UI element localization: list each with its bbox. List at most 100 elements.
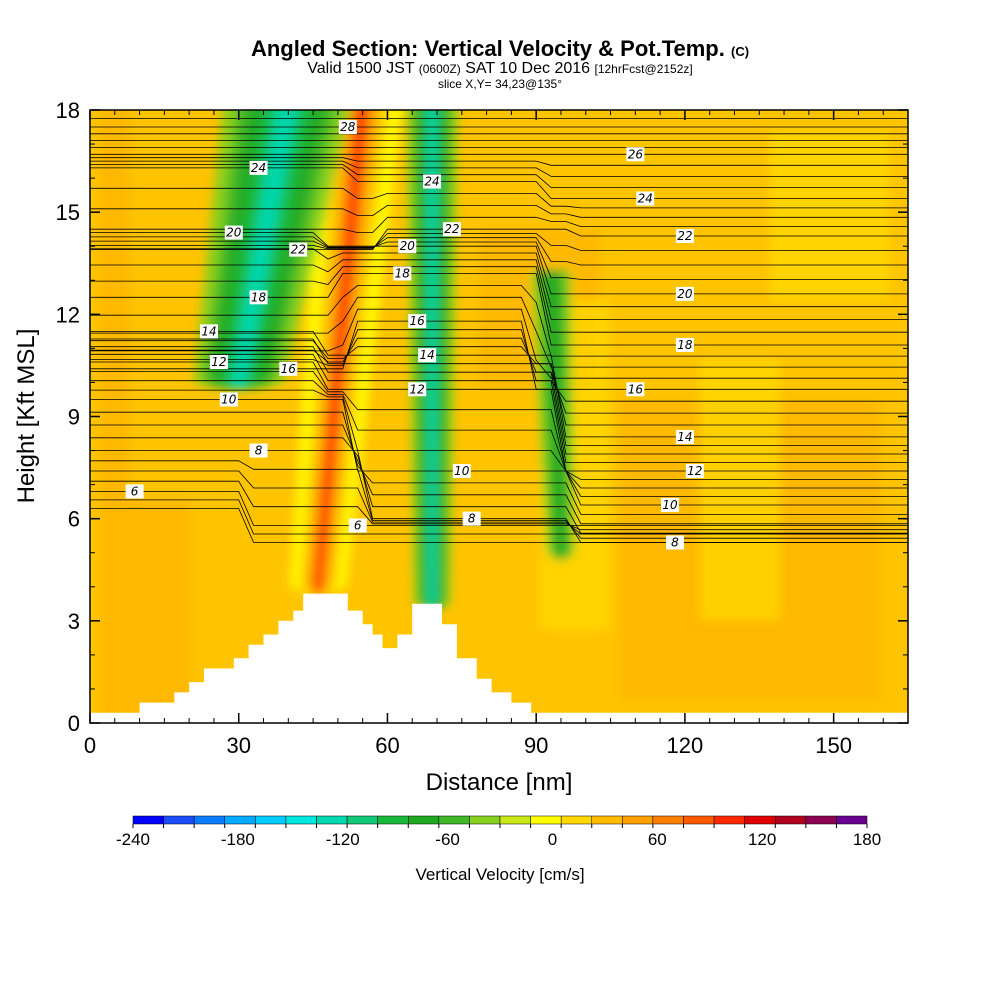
- isentrope-label: 22: [677, 229, 692, 243]
- colorbar: -240 -180 -120 -60 0 60 120 180: [116, 815, 881, 849]
- isentrope-label-bg: [125, 484, 144, 499]
- colorbar-swatch: [408, 815, 440, 825]
- isentrope-label: 14: [419, 348, 434, 362]
- colorbar-swatch: [193, 815, 226, 825]
- isentrope-label: 8: [671, 536, 679, 550]
- isentrope-line: [90, 273, 908, 346]
- y-axis-label: Height [Kft MSL]: [13, 329, 40, 504]
- terrain: [90, 593, 908, 723]
- colorbar-swatch: [805, 815, 837, 825]
- isentrope-label-bg: [661, 498, 680, 513]
- x-tick-label: 120: [667, 733, 704, 758]
- isentrope-line: [90, 460, 908, 539]
- isentrope-label-bg: [219, 392, 238, 407]
- isentrope-line: [90, 228, 908, 250]
- y-tick-label: 9: [68, 405, 80, 430]
- isentrope-line: [90, 480, 908, 531]
- isentrope-label: 20: [226, 226, 242, 240]
- x-tick-label: 0: [84, 733, 96, 758]
- isentrope-label: 22: [444, 222, 459, 236]
- colorbar-swatch: [836, 815, 868, 825]
- isentrope-label: 8: [255, 444, 263, 458]
- isentrope-label-bg: [279, 361, 298, 376]
- x-tick-label: 30: [226, 733, 250, 758]
- colorbar-swatch: [560, 815, 593, 825]
- axes: 0 30 60 90 120 150 0 3 6 9 12 15 18: [56, 98, 909, 758]
- colorbar-tick-label: 120: [748, 830, 776, 849]
- colorbar-tick-label: -120: [326, 830, 360, 849]
- y-tick-label: 18: [56, 98, 80, 123]
- colorbar-label: Vertical Velocity [cm/s]: [415, 865, 584, 884]
- isentrope-label: 20: [677, 287, 693, 301]
- isentrope-line: [90, 338, 908, 446]
- x-tick-label: 60: [375, 733, 399, 758]
- colorbar-swatch: [652, 815, 684, 825]
- colorbar-tick-label: 180: [853, 830, 881, 849]
- isentrope-line: [90, 491, 908, 526]
- isentrope-line: [90, 187, 908, 209]
- isentrope-line: [90, 340, 908, 426]
- isentrope-line: [90, 380, 908, 489]
- isentrope-line: [90, 237, 908, 266]
- y-tick-label: 0: [68, 711, 80, 736]
- isentrope-label-bg: [442, 222, 461, 237]
- isentrope-line: [90, 160, 908, 177]
- colorbar-tick-label: 60: [648, 830, 667, 849]
- isentrope-line: [90, 470, 908, 535]
- subtitle-prefix: Valid 1500 JST: [307, 60, 415, 77]
- title-unit: (C): [731, 44, 750, 59]
- isentrope-line: [90, 371, 908, 480]
- isentrope-label-bg: [348, 518, 367, 533]
- colorbar-swatch: [285, 815, 317, 825]
- isentrope-line: [90, 233, 908, 251]
- colorbar-tick-label: 0: [548, 830, 557, 849]
- isentrope-line: [90, 167, 908, 199]
- isentrope-label-bg: [199, 324, 218, 339]
- isentrope-label: 12: [211, 355, 226, 369]
- isentrope-label: 10: [662, 498, 678, 512]
- isentrope-label: 24: [638, 192, 653, 206]
- downdraft-band-3: [544, 270, 566, 560]
- isentrope-label: 6: [131, 484, 139, 498]
- subtitle-utc: (0600Z): [418, 62, 461, 76]
- isentrope-label-bg: [224, 225, 243, 240]
- x-axis-label: Distance [nm]: [426, 769, 573, 796]
- colorbar-swatch: [744, 815, 776, 825]
- colorbar-swatch: [163, 815, 195, 825]
- colorbar-swatch: [683, 815, 715, 825]
- isentrope-label: 6: [354, 518, 362, 532]
- isentrope-label: 12: [410, 382, 425, 396]
- isentrope-line: [90, 157, 908, 166]
- isentrope-line: [90, 437, 908, 534]
- y-tick-label: 6: [68, 507, 80, 532]
- subtitle-date: SAT 10 Dec 2016: [465, 60, 591, 77]
- isentrope-label: 26: [628, 147, 644, 161]
- isentrope-label-bg: [249, 443, 268, 458]
- isentrope-label-bg: [452, 463, 471, 478]
- isentrope-label: 10: [221, 392, 237, 406]
- isentrope-label: 22: [291, 243, 306, 257]
- colorbar-tick-label: -60: [435, 830, 460, 849]
- isentrope-label-bg: [418, 348, 437, 363]
- colorbar-swatch: [591, 815, 623, 825]
- y-tick-label: 3: [68, 609, 80, 634]
- colorbar-swatch: [132, 815, 164, 825]
- isentrope-label: 14: [201, 324, 216, 338]
- x-tick-label: 150: [815, 733, 852, 758]
- isentrope-label: 16: [281, 362, 297, 376]
- isentrope-label: 24: [251, 161, 266, 175]
- isentrope-label-bg: [408, 314, 427, 329]
- isentrope-line: [90, 259, 908, 320]
- colorbar-swatch: [224, 815, 256, 825]
- isentrope-label: 28: [340, 120, 356, 134]
- isentrope-label: 24: [424, 175, 439, 189]
- isentrope-label-bg: [675, 429, 694, 444]
- isentrope-label-bg: [398, 239, 417, 254]
- warm-patch: [100, 110, 130, 722]
- isentrope-label: 10: [454, 464, 470, 478]
- isentrope-line: [90, 346, 908, 455]
- isentrope-line: [90, 331, 908, 438]
- isentrope-label-bg: [675, 286, 694, 301]
- colorbar-swatch: [775, 815, 807, 825]
- isentrope-label-bg: [289, 242, 308, 257]
